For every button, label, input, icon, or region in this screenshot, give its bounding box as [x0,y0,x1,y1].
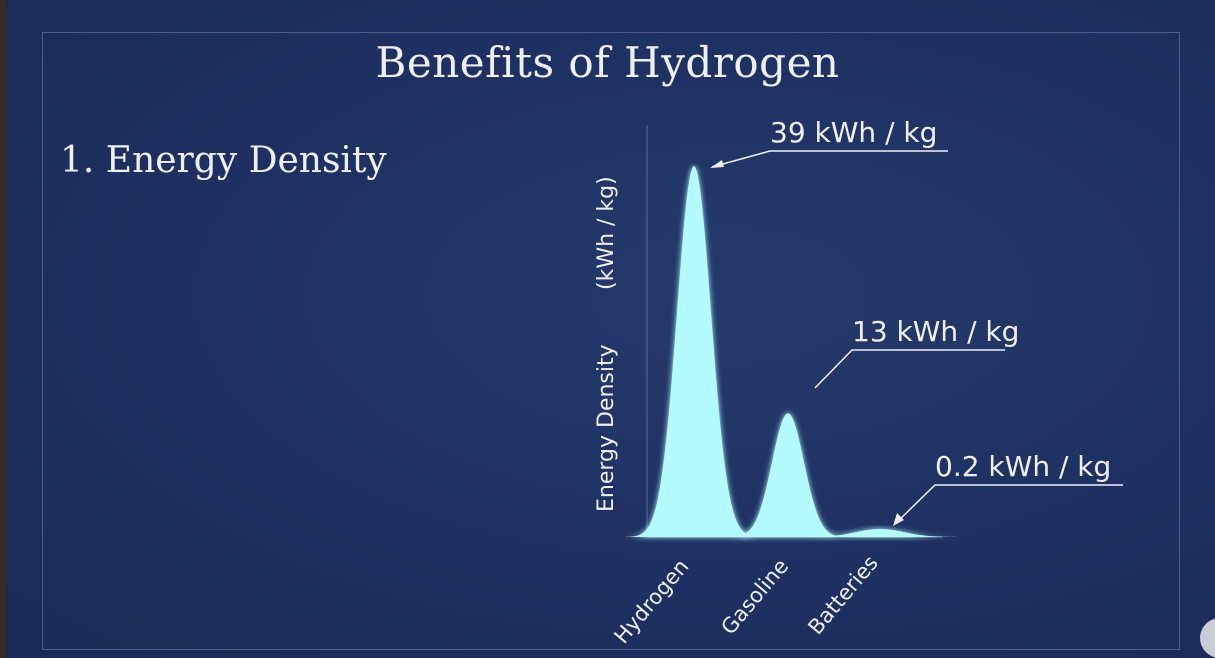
x-tick-label-batteries: Batteries [803,551,882,639]
left-edge [0,0,6,658]
peak-gasoline [724,413,852,537]
slide-frame [42,32,1180,650]
annotation-leader-hydrogen [711,150,948,168]
annotation-leader-batteries [894,484,1123,525]
slide-title: Benefits of Hydrogen [375,38,840,87]
slide-subtitle: 1. Energy Density [60,140,387,181]
peak-hydrogen [626,166,762,537]
x-tick-label-hydrogen: Hydrogen [609,555,693,649]
annotation-leader-gasoline [814,349,1005,389]
x-tick-label-gasoline: Gasoline [716,554,793,639]
data-label-gasoline: 13 kWh / kg [852,315,1019,348]
peak-batteries [784,529,976,537]
y-axis-label: Energy Density [594,344,619,512]
arrow-head-icon [710,160,724,168]
channel-logo [1200,618,1215,658]
arrow-head-icon [893,513,904,526]
data-label-batteries: 0.2 kWh / kg [935,450,1111,483]
data-label-hydrogen: 39 kWh / kg [770,116,937,149]
y-axis-unit: (kWh / kg) [594,176,619,290]
